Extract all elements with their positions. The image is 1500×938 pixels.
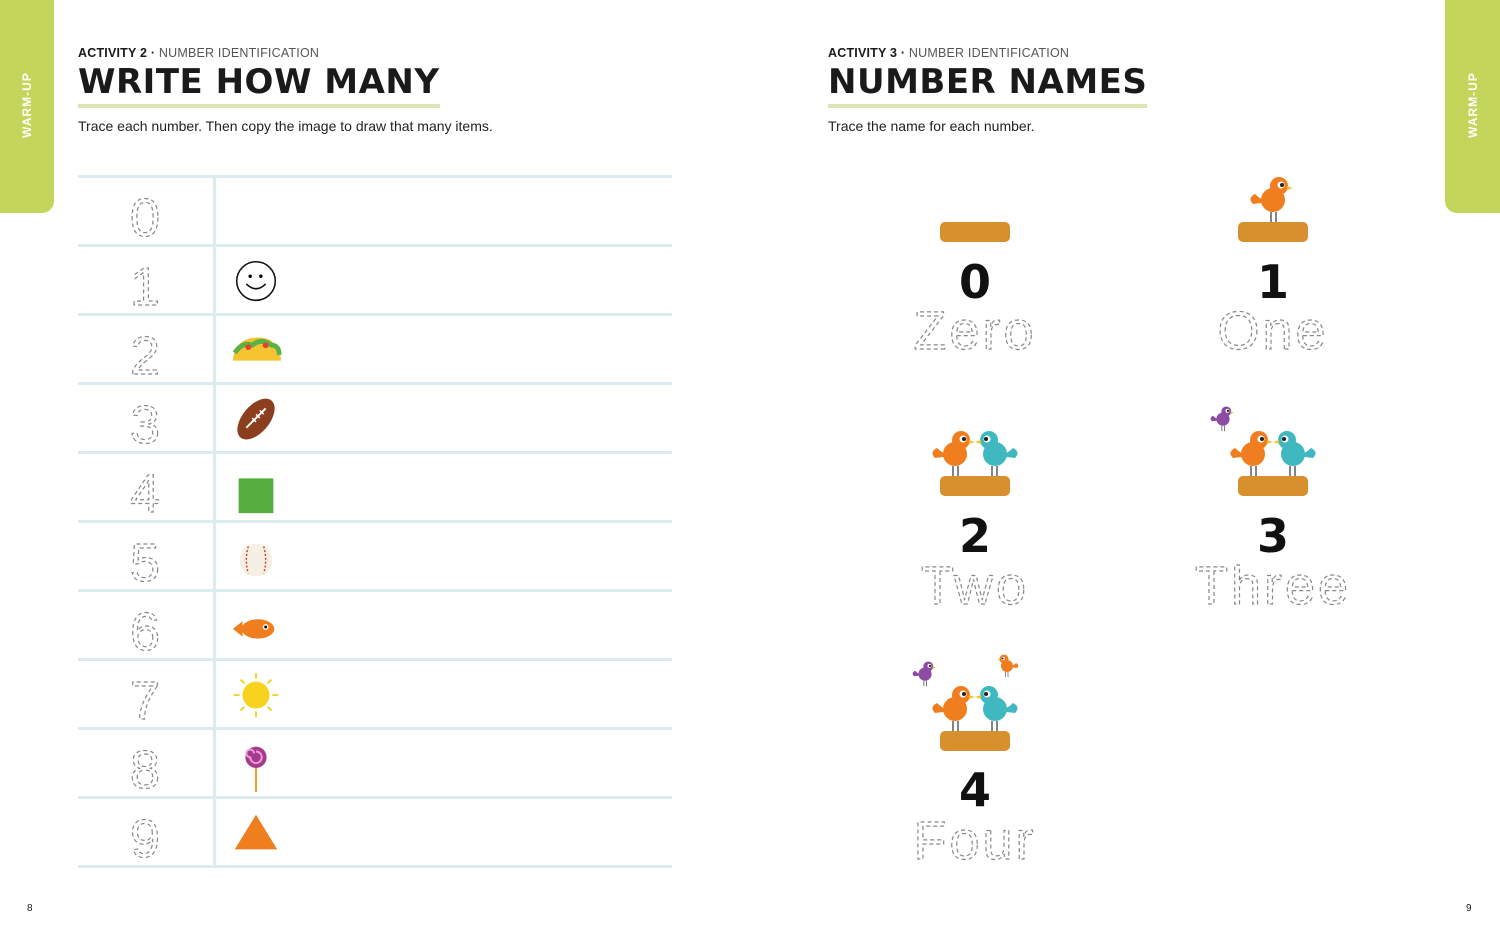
table-rule (78, 589, 672, 592)
traceable-digit[interactable]: 5 (108, 527, 183, 589)
svg-text:7: 7 (130, 671, 160, 727)
bird-icon (975, 431, 1018, 476)
baseball-icon (239, 543, 273, 577)
triangle-icon (234, 814, 278, 850)
activity-kicker-left: ACTIVITY 2 · NUMBER IDENTIFICATION (78, 46, 320, 60)
taco-icon (232, 337, 282, 361)
number-label: 1 (1257, 255, 1289, 309)
traceable-digit[interactable]: 2 (108, 320, 183, 382)
instructions-right: Trace the name for each number. (828, 118, 1035, 134)
traceable-digit[interactable]: 3 (108, 389, 183, 451)
table-rule (78, 865, 672, 868)
table-row: 7 (78, 661, 672, 730)
traceable-number-name: Zero (913, 301, 1036, 361)
table-row: 9 (78, 799, 672, 868)
table-row: 1 (78, 247, 672, 316)
traceable-number-name: One (1217, 301, 1328, 361)
bird-icon (975, 686, 1018, 731)
svg-text:8: 8 (130, 740, 160, 796)
svg-text:9: 9 (130, 809, 160, 865)
table-row: 2 (78, 316, 672, 385)
svg-text:2: 2 (130, 326, 160, 382)
table-row: 5 (78, 523, 672, 592)
svg-text:5: 5 (130, 533, 160, 589)
table-row: 0 (78, 178, 672, 247)
table-rule (78, 520, 672, 523)
table-rule (78, 451, 672, 454)
tab-label: WARM-UP (20, 72, 34, 138)
lollipop-icon (245, 746, 267, 792)
green-square-icon (238, 478, 274, 514)
table-row: 6 (78, 592, 672, 661)
table-rule (78, 796, 672, 799)
traceable-digit[interactable]: 6 (108, 596, 183, 658)
sun-icon (233, 672, 279, 718)
svg-text:3: 3 (130, 395, 160, 451)
number-label: 4 (959, 763, 991, 817)
bird-icon (1250, 177, 1293, 222)
bird-icon (932, 686, 975, 731)
traceable-number-name: Two (921, 556, 1029, 616)
svg-text:6: 6 (130, 602, 160, 658)
table-rule (78, 175, 672, 178)
page-title-left: WRITE HOW MANY (78, 62, 440, 108)
table-rule (78, 658, 672, 661)
bird-icon (1273, 431, 1316, 476)
bird-icon (1210, 406, 1234, 432)
table-rule (78, 727, 672, 730)
bird-icon (997, 654, 1019, 677)
traceable-number-name: Four (913, 811, 1036, 871)
page-number-right: 9 (1466, 903, 1472, 914)
table-divider (213, 175, 216, 867)
svg-text:1: 1 (130, 257, 160, 313)
nest-icon (1238, 222, 1308, 242)
table-rule (78, 244, 672, 247)
football-icon (237, 398, 275, 440)
bird-icon (912, 661, 936, 687)
smiley-icon (235, 260, 277, 302)
tab-label: WARM-UP (1465, 72, 1480, 138)
traceable-digit[interactable]: 1 (108, 251, 183, 313)
traceable-digit[interactable]: 8 (108, 734, 183, 796)
traceable-digit[interactable]: 9 (108, 803, 183, 865)
warm-up-tab-right: WARM-UP (1445, 0, 1500, 213)
number-label: 2 (959, 509, 991, 563)
bird-icon (932, 431, 975, 476)
table-row: 4 (78, 454, 672, 523)
warm-up-tab-left: WARM-UP (0, 0, 54, 213)
nest-icon (940, 731, 1010, 751)
traceable-digit[interactable]: 0 (108, 182, 183, 244)
table-rule (78, 382, 672, 385)
svg-text:4: 4 (130, 464, 160, 520)
traceable-digit[interactable]: 7 (108, 665, 183, 727)
table-row: 8 (78, 730, 672, 799)
activity-kicker-right: ACTIVITY 3 · NUMBER IDENTIFICATION (828, 46, 1070, 60)
number-label: 0 (959, 255, 991, 309)
table-row: 3 (78, 385, 672, 454)
nest-icon (1238, 476, 1308, 496)
traceable-digit[interactable]: 4 (108, 458, 183, 520)
table-rule (78, 313, 672, 316)
page-number-left: 8 (27, 903, 33, 914)
traceable-number-name: Three (1195, 556, 1351, 616)
nest-icon (940, 222, 1010, 242)
bird-icon (1230, 431, 1273, 476)
number-label: 3 (1257, 509, 1289, 563)
svg-text:0: 0 (130, 188, 160, 244)
fish-icon (232, 619, 275, 639)
page-title-right: NUMBER NAMES (828, 62, 1148, 108)
instructions-left: Trace each number. Then copy the image t… (78, 118, 493, 134)
nest-icon (940, 476, 1010, 496)
